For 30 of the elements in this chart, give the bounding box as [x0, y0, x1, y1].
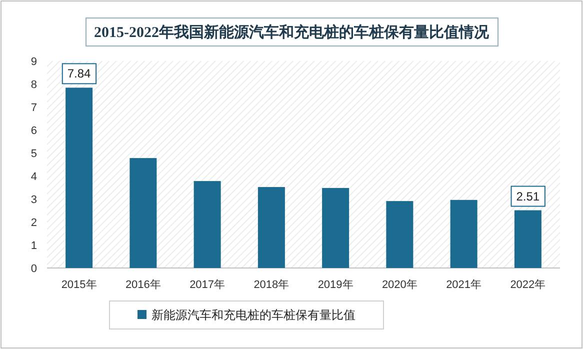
y-tick-label: 4: [30, 171, 37, 183]
y-tick-label: 5: [30, 148, 37, 160]
bar: [322, 188, 350, 268]
y-tick-label: 9: [30, 56, 37, 68]
bar: [258, 187, 285, 268]
y-tick-label: 8: [30, 79, 37, 91]
y-tick-label: 7: [30, 102, 37, 114]
chart-title: 2015-2022年我国新能源汽车和充电桩的车桩保有量比值情况: [94, 23, 490, 41]
y-tick-label: 0: [30, 263, 37, 275]
x-tick-label: 2021年: [446, 279, 482, 291]
y-tick-label: 1: [30, 240, 37, 252]
bar: [386, 201, 414, 268]
x-tick-label: 2016年: [125, 279, 161, 291]
bar: [130, 158, 157, 268]
x-tick-label: 2018年: [254, 279, 290, 291]
y-tick-label: 6: [30, 125, 37, 137]
x-tick-label: 2019年: [318, 279, 354, 291]
bar: [450, 200, 478, 268]
x-tick-label: 2015年: [61, 279, 97, 291]
x-tick-label: 2017年: [190, 279, 226, 291]
x-tick-label: 2022年: [510, 279, 546, 291]
y-tick-label: 3: [30, 194, 37, 206]
data-label: 2.51: [516, 189, 540, 204]
bar: [66, 88, 93, 268]
y-tick-label: 2: [30, 217, 37, 229]
x-tick-label: 2020年: [382, 279, 418, 291]
data-label: 7.84: [67, 66, 92, 81]
bar: [194, 181, 221, 268]
bar: [514, 210, 542, 268]
legend-label: 新能源汽车和充电桩的车桩保有量比值: [152, 308, 356, 322]
